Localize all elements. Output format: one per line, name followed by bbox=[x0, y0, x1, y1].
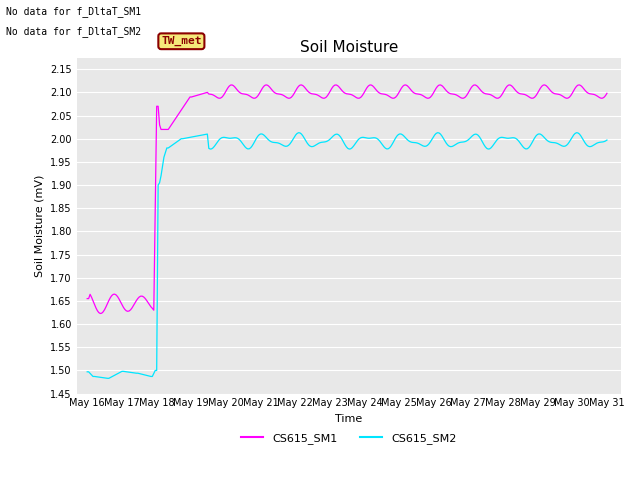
X-axis label: Time: Time bbox=[335, 414, 362, 424]
CS615_SM1 bbox=[148, 305, 156, 311]
CS615_SM2 bbox=[314, 141, 321, 147]
CS615_SM2 bbox=[295, 130, 303, 135]
CS615_SM1 bbox=[577, 83, 585, 88]
Line: CS615_SM1: CS615_SM1 bbox=[87, 85, 607, 313]
CS615_SM2 bbox=[266, 138, 273, 144]
Line: CS615_SM2: CS615_SM2 bbox=[87, 132, 607, 378]
CS615_SM2 bbox=[577, 133, 585, 139]
Text: TW_met: TW_met bbox=[161, 36, 202, 47]
CS615_SM2 bbox=[603, 137, 611, 143]
Text: No data for f_DltaT_SM2: No data for f_DltaT_SM2 bbox=[6, 25, 141, 36]
CS615_SM1 bbox=[312, 92, 320, 97]
CS615_SM2 bbox=[104, 375, 111, 381]
CS615_SM1 bbox=[97, 311, 104, 316]
CS615_SM2 bbox=[148, 373, 156, 379]
Legend: CS615_SM1, CS615_SM2: CS615_SM1, CS615_SM2 bbox=[237, 429, 461, 448]
CS615_SM1 bbox=[83, 296, 91, 301]
CS615_SM1 bbox=[266, 84, 273, 90]
CS615_SM2 bbox=[240, 142, 248, 148]
CS615_SM1 bbox=[257, 88, 265, 94]
CS615_SM2 bbox=[83, 369, 91, 375]
CS615_SM1 bbox=[240, 91, 248, 97]
Text: No data for f_DltaT_SM1: No data for f_DltaT_SM1 bbox=[6, 6, 141, 17]
CS615_SM2 bbox=[257, 131, 265, 137]
CS615_SM1 bbox=[575, 82, 583, 88]
Y-axis label: Soil Moisture (mV): Soil Moisture (mV) bbox=[35, 174, 45, 277]
CS615_SM1 bbox=[603, 90, 611, 96]
Title: Soil Moisture: Soil Moisture bbox=[300, 40, 398, 55]
